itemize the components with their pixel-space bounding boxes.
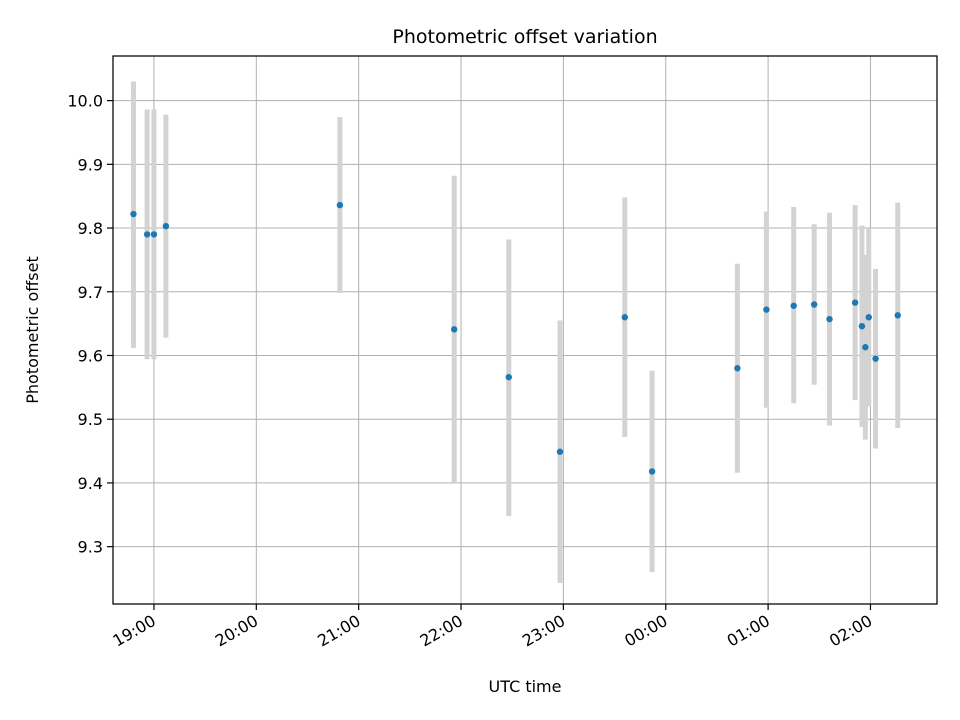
x-tick-label: 02:00 [826,611,875,651]
data-point [143,231,151,238]
y-tick-label: 10.0 [67,92,103,111]
x-tick-label: 20:00 [212,611,261,651]
data-point [621,314,629,321]
data-point [734,365,741,372]
data-point [865,314,872,321]
data-point [556,448,564,455]
grid-lines [113,56,937,604]
x-tick-label: 19:00 [110,611,159,651]
data-point [648,468,656,475]
data-point [810,301,818,308]
x-tick-label: 21:00 [314,611,363,651]
y-tick-label: 9.6 [78,346,103,365]
y-tick-label: 9.9 [78,155,103,174]
x-axis-label: UTC time [489,677,562,696]
y-axis-label: Photometric offset [23,256,42,404]
x-tick-label: 22:00 [417,611,466,651]
data-point [162,222,170,230]
plot-frame [112,55,938,605]
data-point [336,201,344,209]
x-axis-ticks: 19:00 20:00 21:00 22:00 23:00 00:00 01:00 02:00 [110,604,875,651]
data-point [858,322,866,330]
data-point [862,344,869,351]
data-point [451,326,458,333]
x-tick-label: 23:00 [519,611,568,651]
data-point [763,306,770,313]
data-point [505,373,512,381]
y-tick-label: 9.5 [78,410,103,429]
data-point [790,302,797,309]
data-point [826,315,833,323]
y-axis-ticks: 9.3 9.4 9.5 9.6 9.7 9.8 9.9 10.0 [67,92,113,557]
data-point [894,312,901,319]
data-point [130,210,137,218]
chart-title: Photometric offset variation [392,26,657,48]
y-tick-label: 9.3 [78,538,103,557]
data-point [872,355,879,362]
y-tick-label: 9.8 [78,219,103,238]
data-point [150,231,158,238]
error-bars [130,81,901,583]
x-tick-label: 01:00 [724,611,773,651]
y-tick-label: 9.4 [78,474,103,493]
y-tick-label: 9.7 [78,283,103,302]
data-points [130,201,901,475]
x-tick-label: 00:00 [621,611,670,651]
data-point [851,299,859,306]
